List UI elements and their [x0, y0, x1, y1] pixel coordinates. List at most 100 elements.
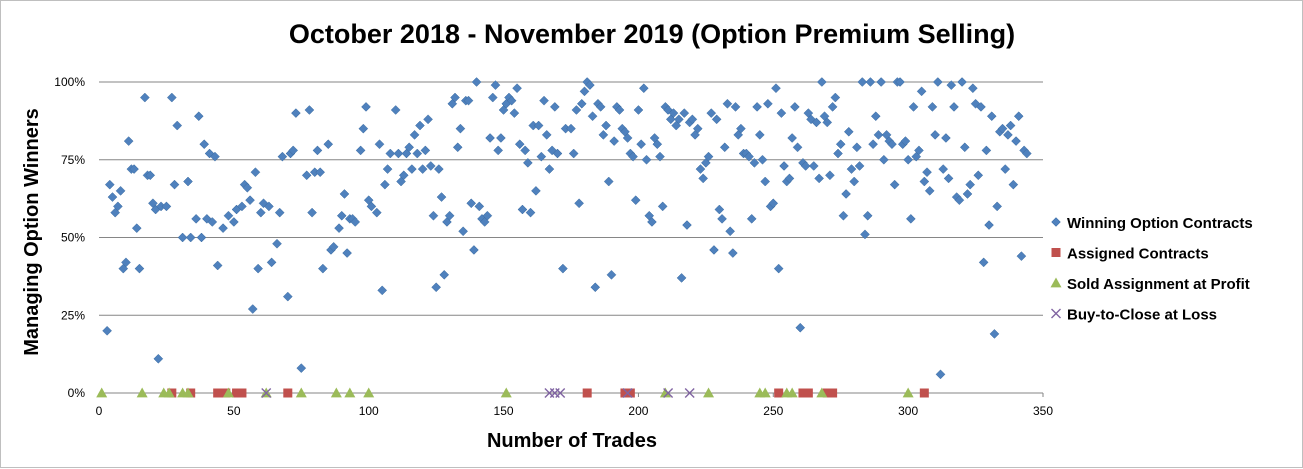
- data-point: [210, 151, 220, 162]
- data-point: [711, 114, 722, 125]
- data-point: [509, 108, 520, 118]
- data-point: [657, 201, 668, 212]
- data-point: [816, 387, 828, 398]
- data-point: [674, 114, 684, 125]
- data-point: [978, 257, 989, 268]
- data-point: [981, 145, 992, 156]
- data-point: [959, 142, 970, 153]
- data-point: [182, 387, 194, 398]
- data-point: [828, 388, 838, 398]
- data-point: [965, 179, 976, 190]
- data-point: [229, 217, 239, 227]
- x-axis-title: Number of Trades: [487, 430, 657, 452]
- data-point: [968, 83, 978, 94]
- data-point: [420, 145, 431, 156]
- data-point: [568, 148, 579, 159]
- data-point: [169, 179, 180, 190]
- data-point: [625, 388, 635, 398]
- data-point: [115, 185, 126, 196]
- legend-marker: [1051, 217, 1061, 227]
- data-point: [393, 148, 404, 159]
- data-point: [857, 77, 868, 87]
- data-point: [536, 151, 547, 162]
- data-point: [571, 105, 582, 115]
- data-point: [601, 120, 611, 131]
- data-point: [816, 77, 827, 87]
- data-point: [433, 164, 444, 174]
- data-point: [889, 179, 900, 190]
- data-point: [647, 217, 657, 227]
- data-point: [222, 387, 234, 398]
- data-point: [992, 201, 1003, 212]
- data-point: [849, 176, 860, 187]
- data-point: [703, 151, 714, 162]
- data-point: [471, 77, 482, 87]
- x-tick-label: 0: [96, 404, 103, 418]
- data-point: [814, 173, 824, 184]
- data-point: [932, 77, 943, 87]
- data-point: [706, 108, 717, 118]
- data-point: [336, 210, 347, 221]
- data-point: [679, 108, 690, 118]
- data-point: [900, 136, 911, 146]
- data-point: [997, 123, 1008, 134]
- data-point: [361, 102, 371, 112]
- data-point: [315, 167, 326, 178]
- data-point: [919, 388, 929, 398]
- data-point: [522, 158, 533, 168]
- data-point: [417, 164, 428, 174]
- data-point: [525, 207, 536, 218]
- data-point: [404, 142, 415, 153]
- data-point: [444, 210, 455, 221]
- data-point: [237, 388, 247, 398]
- data-point: [843, 126, 854, 137]
- data-point: [512, 83, 522, 94]
- data-point: [655, 151, 665, 162]
- data-point: [469, 245, 479, 255]
- data-point: [919, 176, 930, 187]
- data-point: [659, 387, 671, 398]
- data-point: [786, 387, 798, 398]
- data-point: [247, 304, 258, 314]
- data-point: [954, 195, 965, 206]
- data-point: [924, 185, 935, 196]
- data-point: [385, 148, 396, 159]
- data-point: [218, 223, 228, 234]
- data-point: [107, 192, 118, 202]
- data-point: [903, 154, 913, 165]
- data-point: [876, 77, 887, 87]
- data-point: [614, 105, 625, 115]
- data-point: [984, 220, 994, 230]
- data-point: [291, 108, 301, 118]
- data-point: [123, 136, 134, 146]
- data-point: [496, 133, 506, 143]
- data-point: [134, 263, 145, 274]
- data-point: [687, 114, 698, 125]
- legend-label: Buy-to-Close at Loss: [1067, 307, 1217, 324]
- data-point: [865, 77, 876, 87]
- data-point: [636, 139, 646, 150]
- data-point: [790, 102, 800, 112]
- data-point: [727, 248, 738, 258]
- data-point: [199, 139, 210, 150]
- data-point: [784, 173, 795, 184]
- data-point: [606, 269, 617, 280]
- data-point: [358, 123, 369, 134]
- data-point: [803, 388, 813, 398]
- data-point: [943, 173, 954, 184]
- data-point: [531, 185, 541, 196]
- data-point: [398, 170, 409, 181]
- data-point: [104, 179, 115, 190]
- data-point: [938, 164, 949, 174]
- data-point: [1005, 120, 1016, 131]
- data-point: [423, 114, 433, 125]
- data-point: [757, 154, 768, 165]
- data-point: [520, 145, 531, 156]
- data-point: [768, 198, 779, 209]
- legend-item: Assigned Contracts: [1051, 246, 1209, 263]
- data-point: [590, 282, 601, 293]
- data-point: [957, 77, 967, 87]
- data-point: [746, 213, 757, 224]
- data-point: [949, 102, 959, 112]
- data-point: [242, 182, 253, 193]
